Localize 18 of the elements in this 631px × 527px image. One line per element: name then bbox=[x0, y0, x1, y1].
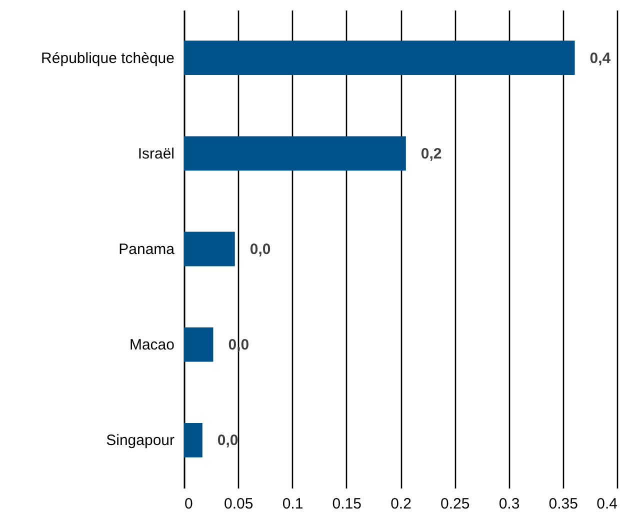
y-tick-label: Israël bbox=[138, 145, 174, 162]
x-tick-label: 0.3 bbox=[498, 496, 520, 512]
y-tick-label: République tchèque bbox=[41, 50, 174, 67]
x-tick-label: 0.2 bbox=[390, 496, 412, 512]
y-tick-label: Panama bbox=[118, 241, 176, 258]
data-label: 0,0 bbox=[250, 241, 271, 258]
x-tick-label: 0.05 bbox=[224, 496, 254, 512]
x-tick-label: 0.35 bbox=[548, 496, 578, 512]
x-tick-label: 0.15 bbox=[332, 496, 362, 512]
y-tick-label: Macao bbox=[129, 336, 174, 354]
y-tick-label: Singapour bbox=[106, 432, 174, 450]
data-label: 0,4 bbox=[590, 50, 612, 67]
x-tick-label: 0.1 bbox=[282, 496, 304, 512]
data-label: 0,2 bbox=[420, 145, 442, 162]
x-tick-label: 0.4 bbox=[596, 496, 618, 512]
x-tick-label: 0 bbox=[184, 496, 193, 512]
x-tick-label: 0.25 bbox=[440, 496, 470, 512]
data-label: 0,0 bbox=[217, 432, 238, 450]
